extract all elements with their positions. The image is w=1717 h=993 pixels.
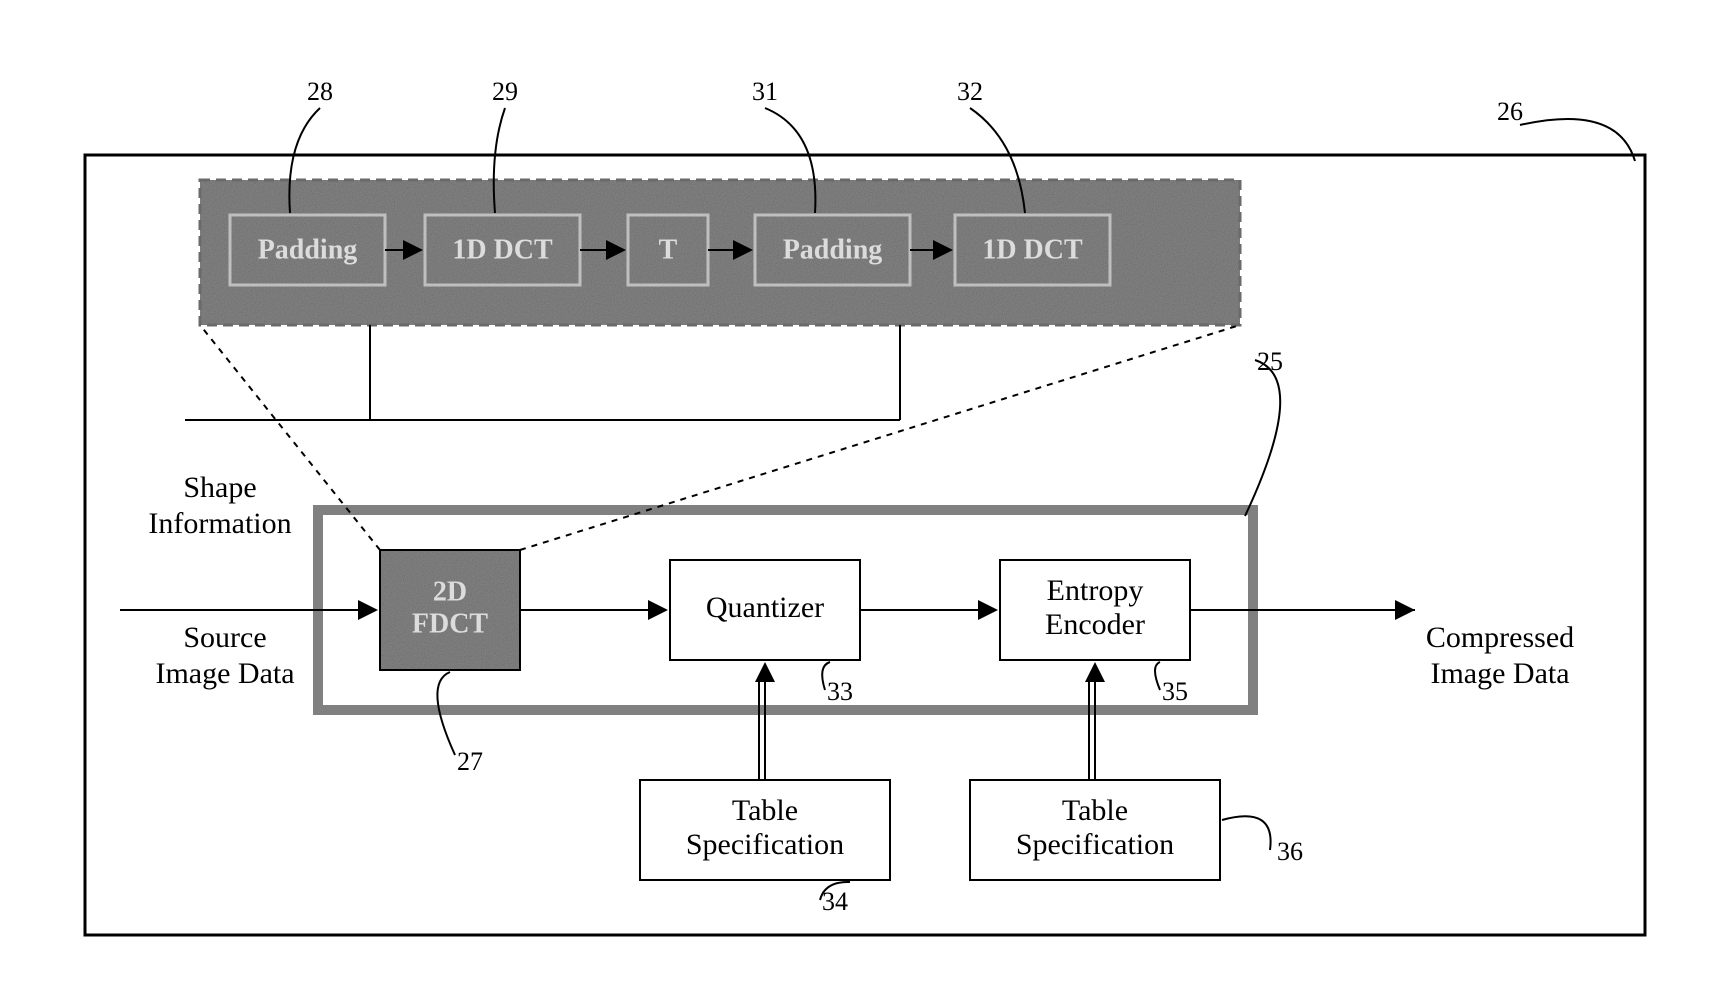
ref-label-35: 35 [1162, 677, 1188, 706]
expanded-fdct-bar: Padding 1D DCT T Padding 1D DCT [200, 180, 1240, 325]
node-table_q: TableSpecification [640, 780, 890, 880]
label-text: Image Data [155, 657, 294, 690]
expanded-node-label-padding1: Padding [258, 234, 358, 265]
node-label-quantizer-0: Quantizer [706, 591, 824, 624]
node-label-table_q-0: Table [732, 794, 798, 827]
expanded-node-label-padding2: Padding [783, 234, 883, 265]
ref-label-29: 29 [492, 77, 518, 106]
expanded-node-label-dct2: 1D DCT [982, 234, 1083, 265]
node-quantizer: Quantizer [670, 560, 860, 660]
label-text: Information [148, 507, 291, 540]
ref-label-36: 36 [1277, 837, 1303, 866]
node-label-entropy-0: Entropy [1047, 574, 1144, 607]
ref-label-31: 31 [752, 77, 778, 106]
label-text: Source [183, 621, 266, 654]
expanded-node-label-dct1: 1D DCT [452, 234, 553, 265]
ref-label-32: 32 [957, 77, 983, 106]
node-fdct: 2DFDCT [380, 550, 520, 670]
ref-label-27: 27 [457, 747, 483, 776]
label-text: Image Data [1430, 657, 1569, 690]
node-label-table_e-1: Specification [1016, 828, 1174, 861]
label-text: Shape [183, 471, 256, 504]
ref-label-34: 34 [822, 887, 848, 916]
expanded-node-label-transpose: T [659, 234, 678, 265]
node-table_e: TableSpecification [970, 780, 1220, 880]
ref-label-28: 28 [307, 77, 333, 106]
node-label-fdct-0: 2D [433, 576, 467, 607]
label-text: Compressed [1426, 621, 1574, 654]
ref-label-33: 33 [827, 677, 853, 706]
node-label-table_e-0: Table [1062, 794, 1128, 827]
node-label-fdct-1: FDCT [412, 608, 489, 639]
node-entropy: EntropyEncoder [1000, 560, 1190, 660]
node-label-entropy-1: Encoder [1045, 608, 1145, 641]
node-label-table_q-1: Specification [686, 828, 844, 861]
ref-label-26: 26 [1497, 97, 1523, 126]
